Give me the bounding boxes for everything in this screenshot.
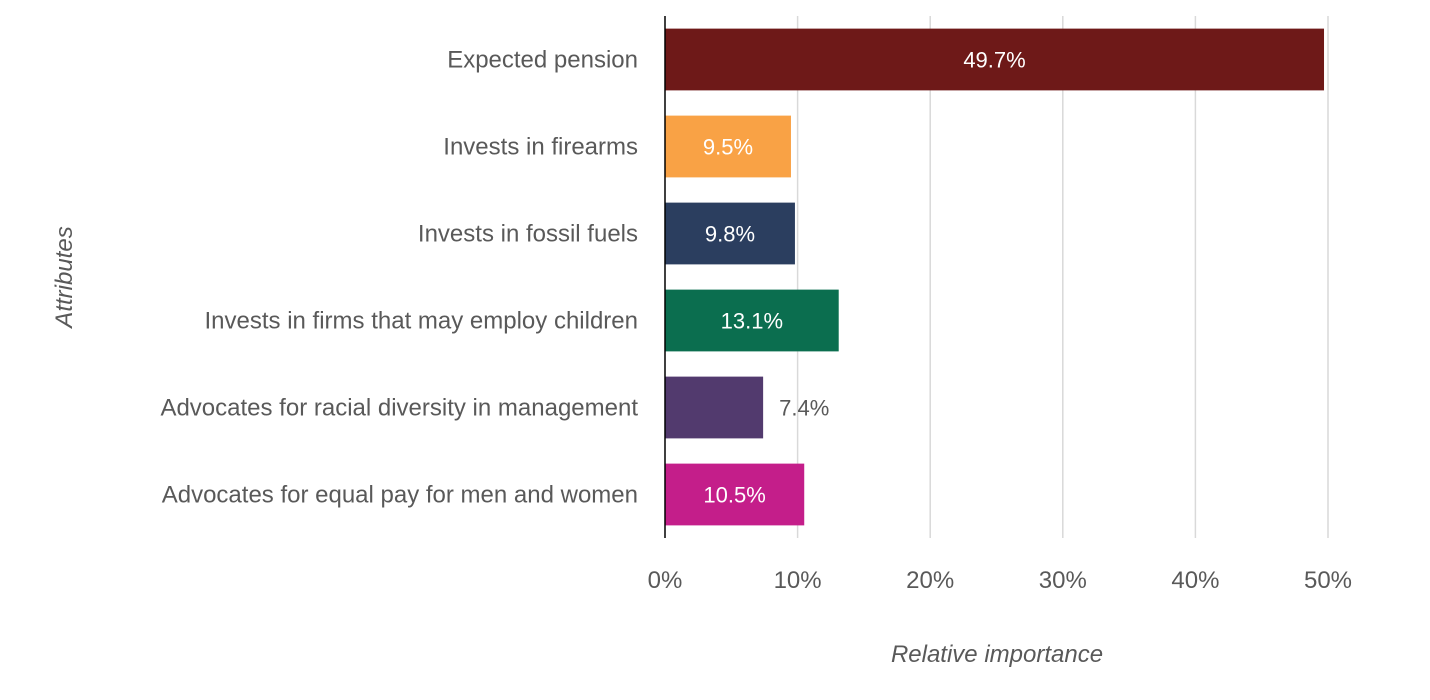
- data-label: 9.8%: [705, 222, 755, 247]
- category-label: Invests in fossil fuels: [418, 221, 638, 248]
- x-tick-label: 50%: [1304, 567, 1352, 594]
- x-tick-label: 0%: [648, 567, 683, 594]
- y-axis-title: Attributes: [51, 226, 78, 329]
- category-label: Advocates for racial diversity in manage…: [160, 395, 638, 422]
- category-label: Invests in firms that may employ childre…: [205, 308, 639, 335]
- bar: [665, 376, 764, 439]
- bar: [665, 463, 805, 526]
- bar: [665, 289, 839, 352]
- category-labels: Expected pension Invests in firearms Inves…: [160, 47, 638, 509]
- bar: [665, 115, 791, 178]
- x-axis-title: Relative importance: [891, 641, 1103, 668]
- bar: [665, 28, 1325, 91]
- category-label: Expected pension: [447, 47, 638, 74]
- x-tick-label: 20%: [906, 567, 954, 594]
- category-label: Invests in firearms: [443, 134, 638, 161]
- gridlines: [796, 16, 1329, 538]
- data-label: 7.4%: [779, 396, 829, 421]
- data-label: 9.5%: [703, 135, 753, 160]
- x-tick-label: 10%: [774, 567, 822, 594]
- x-tick-label: 30%: [1039, 567, 1087, 594]
- data-label: 10.5%: [703, 483, 765, 508]
- data-labels: 49.7% 9.5% 9.8% 13.1% 7.4% 10.5%: [703, 48, 1026, 508]
- category-label: Advocates for equal pay for men and wome…: [162, 482, 638, 509]
- x-tick-labels: 0% 10% 20% 30% 40% 50%: [648, 567, 1352, 594]
- data-label: 49.7%: [963, 48, 1025, 73]
- bars: [665, 28, 1325, 526]
- data-label: 13.1%: [721, 309, 783, 334]
- x-tick-label: 40%: [1171, 567, 1219, 594]
- bar: [665, 202, 795, 265]
